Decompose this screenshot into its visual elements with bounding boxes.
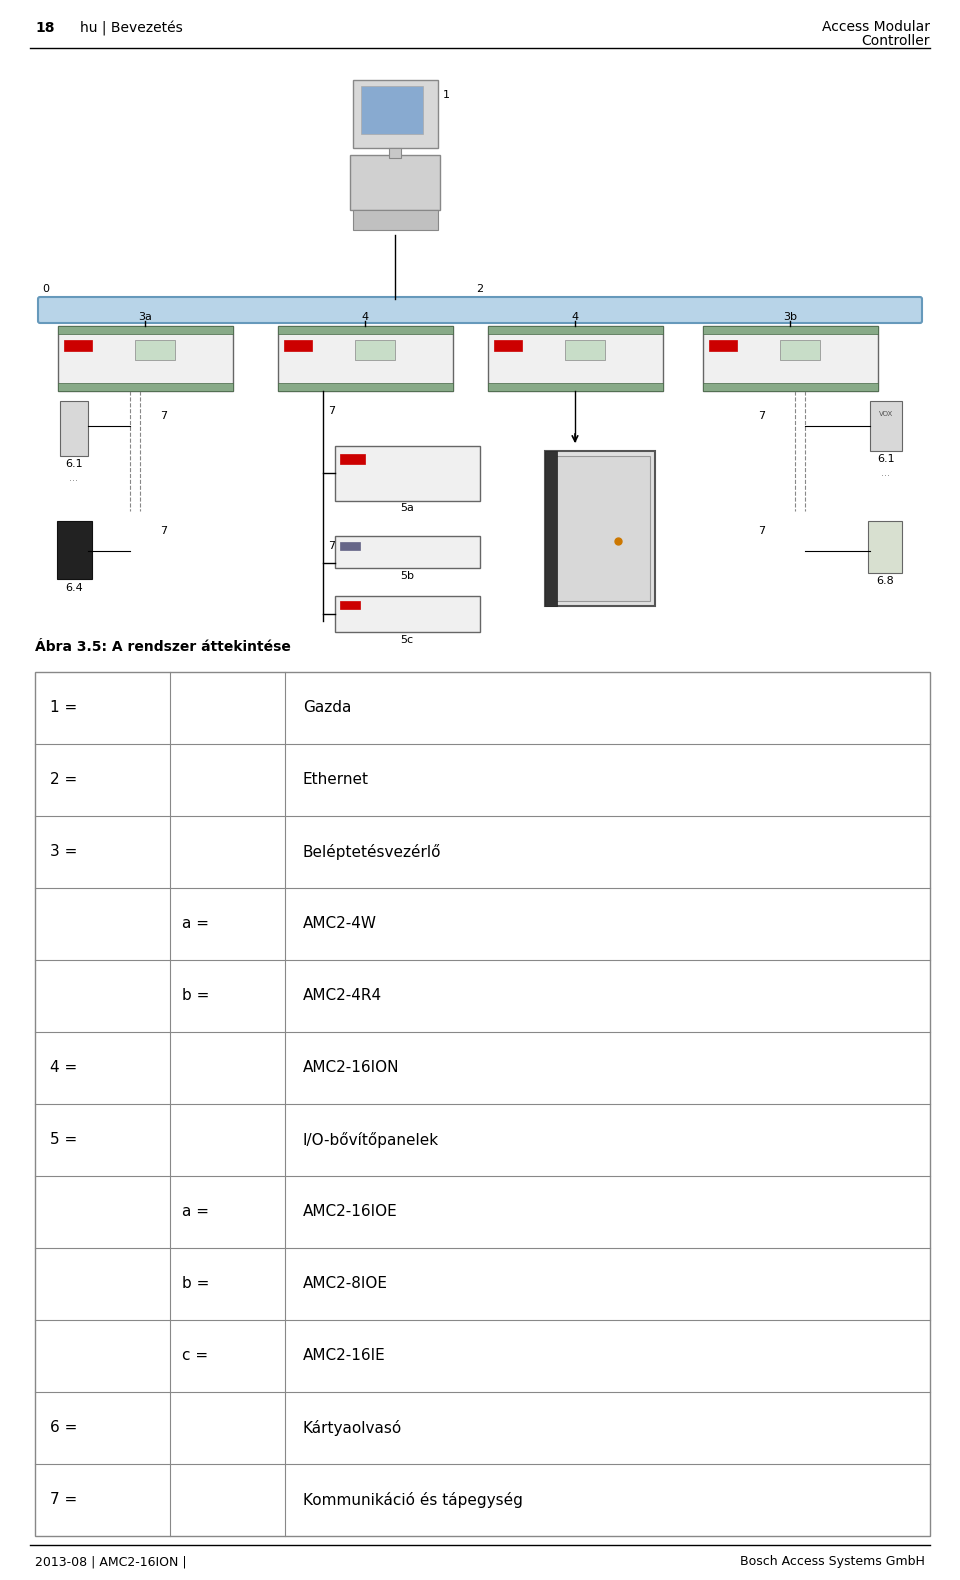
Bar [35, 672, 930, 1536]
Text: c =: c = [182, 1348, 208, 1364]
Text: Gazda: Gazda [303, 700, 351, 716]
Text: ...: ... [69, 472, 79, 483]
Text: b =: b = [182, 1277, 209, 1291]
Bar [335, 596, 480, 632]
Bar [361, 85, 423, 134]
Text: 6.8: 6.8 [876, 577, 894, 586]
Text: a =: a = [182, 1204, 209, 1220]
Text: 5a: 5a [400, 502, 414, 514]
Text: ...: ... [881, 468, 891, 479]
Bar [340, 600, 360, 608]
Text: AMC2-16IE: AMC2-16IE [303, 1348, 386, 1364]
Text: I/O-bővítőpanelek: I/O-bővítőpanelek [303, 1131, 439, 1149]
Bar [58, 325, 233, 390]
Bar [565, 340, 605, 360]
Text: Beléptetésvezérlő: Beléptetésvezérlő [303, 844, 442, 860]
Bar [488, 325, 663, 333]
Text: 7: 7 [757, 411, 765, 420]
FancyBboxPatch shape [38, 297, 922, 322]
Text: 3b: 3b [783, 311, 797, 322]
Bar [335, 536, 480, 567]
Text: 4: 4 [571, 311, 579, 322]
Bar [353, 210, 438, 231]
Text: Ethernet: Ethernet [303, 773, 369, 787]
Bar [340, 453, 365, 465]
Bar [488, 325, 663, 390]
Text: 5c: 5c [400, 635, 414, 645]
Text: Access Modular: Access Modular [822, 21, 930, 35]
Bar [709, 340, 737, 351]
Text: AMC2-16ION: AMC2-16ION [303, 1060, 399, 1076]
Text: 4 =: 4 = [50, 1060, 77, 1076]
Bar [58, 382, 233, 390]
Text: 5 =: 5 = [50, 1133, 77, 1147]
Text: Controller: Controller [861, 35, 930, 47]
Text: 7: 7 [328, 406, 335, 416]
Text: AMC2-8IOE: AMC2-8IOE [303, 1277, 388, 1291]
Bar [870, 401, 902, 450]
Text: 1 =: 1 = [50, 700, 77, 716]
Text: 2: 2 [476, 284, 484, 294]
Bar [703, 325, 878, 333]
Bar [545, 450, 557, 607]
Text: 7: 7 [328, 540, 335, 551]
Bar [57, 521, 92, 578]
Text: 4: 4 [361, 311, 369, 322]
Bar [868, 521, 902, 574]
Text: 6.1: 6.1 [877, 453, 895, 465]
Bar [703, 325, 878, 390]
Bar [550, 457, 650, 600]
Text: b =: b = [182, 989, 209, 1003]
Bar [703, 382, 878, 390]
Text: Bosch Access Systems GmbH: Bosch Access Systems GmbH [740, 1555, 925, 1569]
Text: VOX: VOX [878, 411, 893, 417]
Bar [335, 446, 480, 501]
Text: 3 =: 3 = [50, 844, 78, 860]
Text: AMC2-4R4: AMC2-4R4 [303, 989, 382, 1003]
Text: AMC2-16IOE: AMC2-16IOE [303, 1204, 397, 1220]
Bar [350, 155, 440, 210]
Text: 7: 7 [160, 526, 167, 536]
Text: 1: 1 [443, 90, 450, 100]
Text: a =: a = [182, 916, 209, 932]
Bar [284, 340, 312, 351]
Text: 2013-08 | AMC2-16ION |: 2013-08 | AMC2-16ION | [35, 1555, 186, 1569]
Bar [278, 325, 453, 390]
Text: 7 =: 7 = [50, 1493, 77, 1507]
Bar [278, 325, 453, 333]
Text: Kártyaolvasó: Kártyaolvasó [303, 1420, 402, 1436]
Bar [353, 81, 438, 149]
Bar [389, 149, 401, 158]
Bar [278, 382, 453, 390]
Bar [355, 340, 395, 360]
Text: 0: 0 [42, 284, 49, 294]
Text: 3a: 3a [138, 311, 152, 322]
Text: hu | Bevezetés: hu | Bevezetés [80, 21, 182, 35]
Bar [488, 382, 663, 390]
Bar [340, 542, 360, 550]
Text: Kommunikáció és tápegység: Kommunikáció és tápegység [303, 1492, 523, 1507]
Text: Ábra 3.5: A rendszer áttekintése: Ábra 3.5: A rendszer áttekintése [35, 640, 291, 654]
Text: 7: 7 [757, 526, 765, 536]
Bar [60, 401, 88, 457]
Text: 5b: 5b [400, 570, 414, 581]
Bar [135, 340, 175, 360]
Text: 6.4: 6.4 [65, 583, 83, 592]
Text: 18: 18 [35, 21, 55, 35]
Bar [58, 325, 233, 333]
Text: 6 =: 6 = [50, 1420, 78, 1436]
Text: 6.1: 6.1 [65, 460, 83, 469]
Bar [494, 340, 522, 351]
Bar [545, 450, 655, 607]
Text: 7: 7 [160, 411, 167, 420]
Bar [64, 340, 92, 351]
Bar [780, 340, 820, 360]
Text: AMC2-4W: AMC2-4W [303, 916, 377, 932]
Text: 2 =: 2 = [50, 773, 77, 787]
